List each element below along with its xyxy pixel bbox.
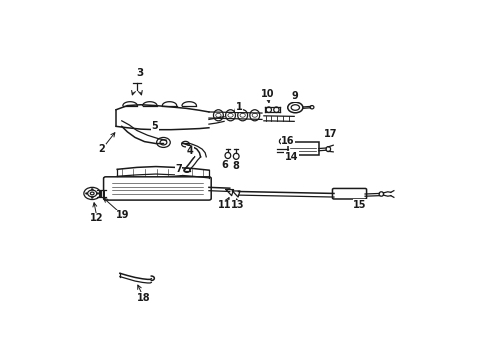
Circle shape	[91, 197, 93, 198]
Circle shape	[91, 188, 93, 190]
Text: 16: 16	[281, 136, 294, 146]
Text: 15: 15	[352, 199, 366, 210]
Circle shape	[85, 193, 87, 194]
Text: 13: 13	[230, 201, 244, 210]
Text: 6: 6	[221, 160, 228, 170]
Text: 4: 4	[186, 146, 193, 156]
Text: 19: 19	[116, 210, 129, 220]
Text: 14: 14	[284, 152, 298, 162]
Circle shape	[97, 193, 99, 194]
Text: 11: 11	[218, 201, 231, 210]
Text: 7: 7	[175, 164, 182, 174]
Text: 17: 17	[324, 129, 337, 139]
Text: 3: 3	[136, 68, 143, 78]
Text: 5: 5	[151, 121, 158, 131]
Text: 2: 2	[99, 144, 105, 154]
Text: 18: 18	[137, 293, 150, 303]
Text: 1: 1	[235, 102, 242, 112]
Text: 12: 12	[90, 213, 103, 224]
Text: 10: 10	[261, 90, 274, 99]
Text: 8: 8	[231, 161, 239, 171]
Text: 9: 9	[291, 91, 298, 102]
